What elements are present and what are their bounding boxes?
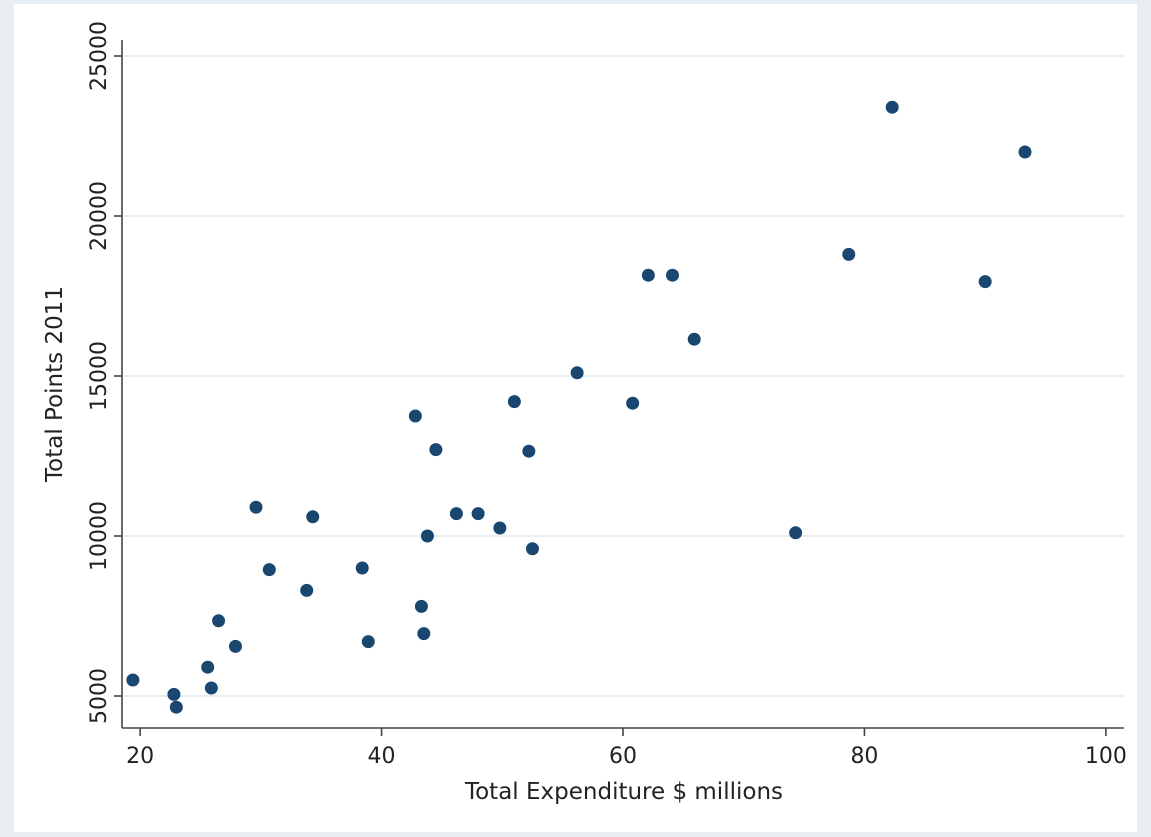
data-point (641, 268, 655, 282)
data-points (126, 100, 1032, 714)
data-point (1018, 145, 1032, 159)
data-point (687, 332, 701, 346)
outer-frame (14, 4, 1137, 832)
data-point (493, 521, 507, 535)
data-point (414, 599, 428, 613)
data-point (126, 673, 140, 687)
x-axis-title: Total Expenditure $ millions (464, 779, 783, 805)
data-point (842, 247, 856, 261)
data-point (417, 627, 431, 641)
data-point (300, 583, 314, 597)
y-axis-title: Total Points 2011 (42, 286, 68, 483)
data-point (355, 561, 369, 575)
data-point (169, 700, 183, 714)
data-point (361, 635, 375, 649)
data-point (626, 396, 640, 410)
data-point (885, 100, 899, 114)
grid-lines (122, 55, 1124, 697)
data-point (570, 366, 584, 380)
x-tick-label: 60 (609, 744, 637, 769)
x-tick-label: 40 (368, 744, 396, 769)
data-point (228, 639, 242, 653)
axes (114, 40, 1124, 736)
y-tick-label: 25000 (87, 21, 112, 91)
data-point (429, 443, 443, 457)
x-tick-labels: 20 40 60 80 100 (126, 744, 1127, 769)
data-point (201, 660, 215, 674)
data-point (262, 563, 276, 577)
y-tick-labels: 5000 10000 15000 20000 25000 (87, 21, 112, 724)
data-point (306, 510, 320, 524)
data-point (471, 507, 485, 521)
data-point (212, 614, 226, 628)
data-point (978, 275, 992, 289)
y-tick-label: 15000 (87, 341, 112, 411)
x-tick-label: 20 (126, 744, 154, 769)
data-point (167, 687, 181, 701)
y-tick-label: 20000 (87, 181, 112, 251)
data-point (525, 542, 539, 556)
x-tick-label: 100 (1085, 744, 1127, 769)
data-point (522, 444, 536, 458)
data-point (420, 529, 434, 543)
x-tick-label: 80 (850, 744, 878, 769)
data-point (789, 526, 803, 540)
data-point (204, 681, 218, 695)
data-point (408, 409, 422, 423)
data-point (249, 500, 263, 514)
y-tick-label: 10000 (87, 501, 112, 571)
y-tick-label: 5000 (87, 668, 112, 724)
data-point (449, 507, 463, 521)
data-point (507, 395, 521, 409)
data-point (665, 268, 679, 282)
